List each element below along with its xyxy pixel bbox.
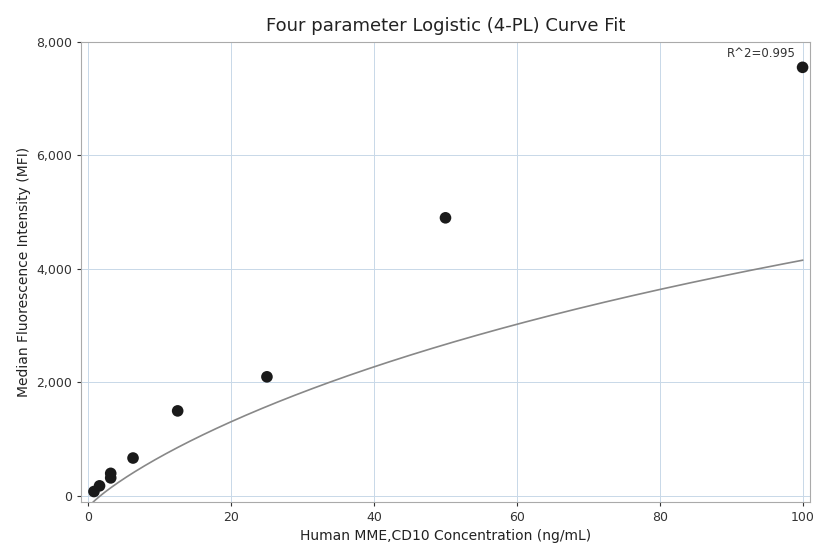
Point [796,63,810,72]
Point [260,372,274,381]
Y-axis label: Median Fluorescence Intensity (MFI): Median Fluorescence Intensity (MFI) [17,147,31,397]
Point [104,473,117,482]
Point [87,487,101,496]
Point [126,454,140,463]
Text: R^2=0.995: R^2=0.995 [726,48,795,60]
Point [171,407,185,416]
X-axis label: Human MME,CD10 Concentration (ng/mL): Human MME,CD10 Concentration (ng/mL) [300,529,591,543]
Point [93,482,106,491]
Point [438,213,452,222]
Title: Four parameter Logistic (4-PL) Curve Fit: Four parameter Logistic (4-PL) Curve Fit [265,17,625,35]
Point [104,469,117,478]
